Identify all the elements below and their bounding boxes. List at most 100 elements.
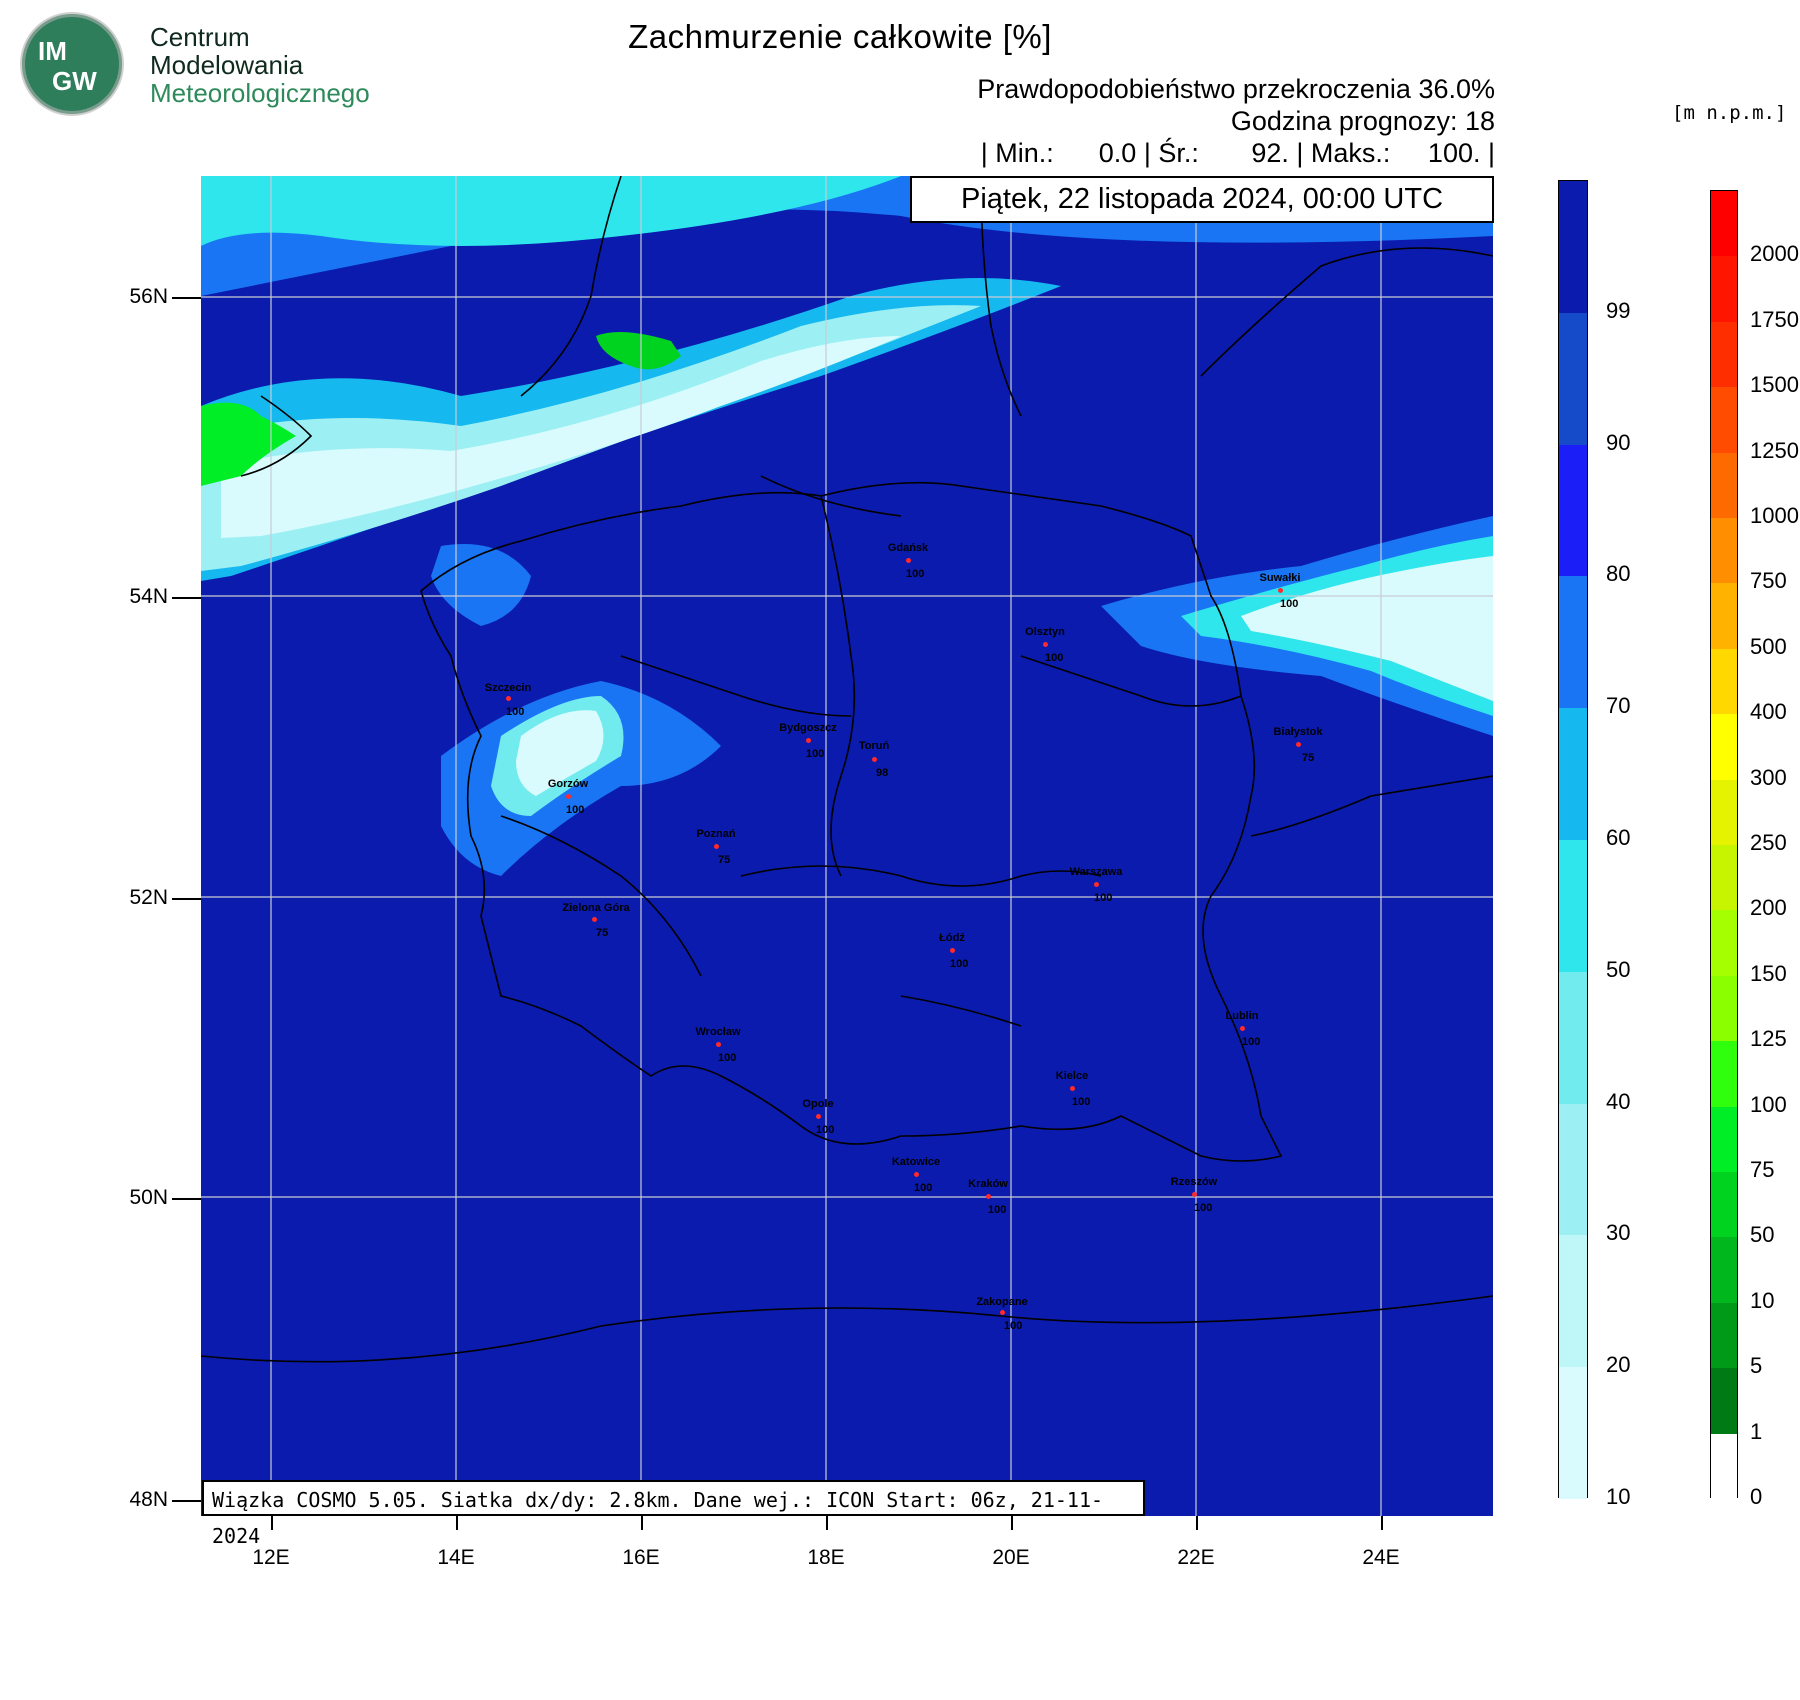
lat-tick (172, 597, 201, 599)
colorbar-label: 300 (1750, 764, 1787, 790)
colorbar-segment (1559, 312, 1587, 445)
colorbar-segment (1711, 1237, 1737, 1303)
logo-line-1: Centrum (150, 22, 250, 52)
cloud-patch-west (431, 544, 721, 876)
colorbar-segment (1711, 714, 1737, 780)
forecast-map (201, 176, 1493, 1516)
cloud-patch-east (1101, 516, 1493, 736)
borders (201, 176, 1493, 1363)
map-title: Zachmurzenie całkowite [%] (628, 18, 1052, 55)
colorbar-label: 150 (1750, 960, 1787, 986)
colorbar-label: 500 (1750, 633, 1787, 659)
lat-tick (172, 1198, 201, 1200)
units-label: [m n.p.m.] (1672, 102, 1787, 124)
colorbar-label: 20 (1606, 1352, 1631, 1378)
map-svg (201, 176, 1493, 1516)
cloud-cover-colorbar (1558, 180, 1588, 1499)
colorbar-label: 90 (1606, 429, 1631, 455)
colorbar-label: 1750 (1750, 306, 1799, 332)
colorbar-segment (1711, 256, 1737, 322)
colorbar-segment (1559, 1367, 1587, 1499)
map-background (201, 176, 1493, 1516)
colorbar-segment (1559, 1103, 1587, 1236)
forecast-hour-text: Godzina prognozy: 18 (1230, 106, 1495, 136)
colorbar-label: 750 (1750, 568, 1787, 594)
colorbar-segment (1711, 975, 1737, 1042)
logo-line-2: Modelowania (150, 50, 304, 80)
lon-label: 18E (807, 1546, 845, 1569)
colorbar-label: 60 (1606, 825, 1631, 850)
logo-seal-text-top: IM (38, 36, 67, 66)
colorbar-segment (1711, 452, 1737, 518)
valid-date-box: Piątek, 22 listopada 2024, 00:00 UTC (910, 176, 1494, 223)
colorbar-label: 1000 (1750, 503, 1799, 528)
colorbar-segment (1559, 181, 1587, 313)
colorbar-label: 1 (1750, 1418, 1763, 1444)
lon-tick (826, 1516, 828, 1530)
probability-text: Prawdopodobieństwo przekroczenia 36.0% (977, 74, 1495, 104)
colorbar-label: 10 (1750, 1287, 1775, 1313)
logo-line-3: Meteorologicznego (150, 78, 370, 108)
colorbar-label: 80 (1606, 561, 1631, 587)
colorbar-label: 400 (1750, 699, 1787, 725)
colorbar-label: 2000 (1750, 241, 1799, 267)
lon-tick (641, 1516, 643, 1530)
colorbar-segment (1711, 387, 1737, 453)
model-info-box: Wiązka COSMO 5.05. Siatka dx/dy: 2.8km. … (202, 1480, 1145, 1548)
colorbar-label: 50 (1606, 956, 1631, 982)
colorbar-label: 30 (1606, 1220, 1631, 1246)
colorbar-label: 1500 (1750, 372, 1799, 398)
colorbar-label: 125 (1750, 1026, 1787, 1052)
lon-tick (271, 1516, 273, 1530)
colorbar-segment (1711, 1106, 1737, 1172)
lon-label: 24E (1362, 1546, 1400, 1569)
terrain-colorbar (1710, 190, 1738, 1499)
colorbar-segment (1711, 1041, 1737, 1107)
colorbar-label: 200 (1750, 895, 1787, 921)
lat-label: 54N (129, 585, 168, 608)
colorbar-segment (1711, 518, 1737, 584)
colorbar-label: 99 (1606, 297, 1631, 323)
lat-tick (172, 297, 201, 299)
colorbar-label: 100 (1750, 1091, 1787, 1117)
colorbar-segment (1559, 444, 1587, 577)
colorbar-segment (1559, 1235, 1587, 1368)
colorbar-label: 75 (1750, 1157, 1775, 1182)
colorbar-segment (1711, 845, 1737, 911)
colorbar-segment (1711, 321, 1737, 388)
lon-label: 20E (992, 1546, 1030, 1569)
colorbar-label: 5 (1750, 1353, 1763, 1379)
colorbar-segment (1711, 648, 1737, 715)
colorbar-segment (1711, 1368, 1737, 1434)
colorbar-segment (1711, 779, 1737, 845)
colorbar-label: 40 (1606, 1088, 1631, 1114)
colorbar-segment (1711, 1433, 1737, 1499)
colorbar-label: 250 (1750, 830, 1787, 855)
colorbar-segment (1559, 840, 1587, 972)
lat-tick (172, 898, 201, 900)
colorbar-label: 1250 (1750, 437, 1799, 463)
lon-label: 16E (622, 1546, 660, 1569)
imgw-logo-seal: IM GW (20, 12, 124, 116)
lon-tick (456, 1516, 458, 1530)
colorbar-segment (1711, 583, 1737, 649)
lat-label: 56N (129, 285, 168, 308)
logo-seal-text-bottom: GW (52, 66, 97, 96)
lat-tick (172, 1500, 201, 1502)
colorbar-label: 10 (1606, 1484, 1631, 1509)
colorbar-label: 70 (1606, 693, 1631, 719)
lon-label: 22E (1177, 1546, 1215, 1569)
colorbar-label: 0 (1750, 1484, 1763, 1509)
lon-tick (1011, 1516, 1013, 1530)
lat-label: 50N (129, 1186, 168, 1209)
lon-tick (1196, 1516, 1198, 1530)
colorbar-label: 50 (1750, 1222, 1775, 1248)
colorbar-segment (1711, 1172, 1737, 1238)
lon-label: 12E (252, 1546, 290, 1569)
colorbar-segment (1711, 191, 1737, 257)
lon-label: 14E (437, 1546, 475, 1569)
lat-label: 48N (129, 1488, 168, 1511)
lon-tick (1381, 1516, 1383, 1530)
colorbar-segment (1559, 971, 1587, 1104)
